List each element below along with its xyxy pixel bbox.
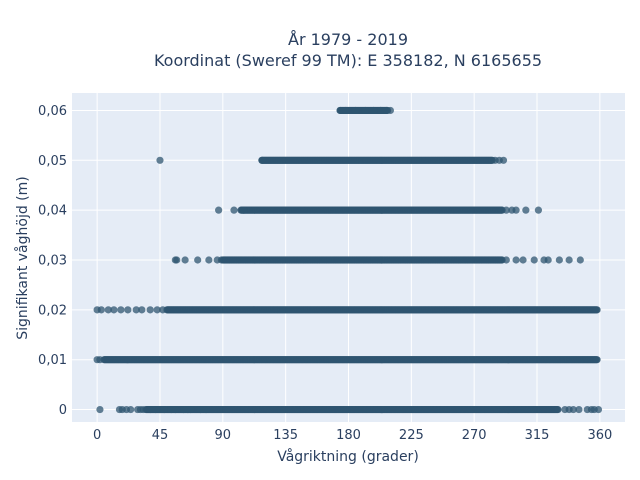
data-point bbox=[127, 405, 135, 414]
y-tick-label: 0,02 bbox=[38, 303, 67, 318]
y-tick-label: 0,03 bbox=[38, 253, 67, 268]
data-point bbox=[361, 106, 369, 115]
data-point bbox=[205, 256, 213, 264]
data-point bbox=[171, 405, 179, 414]
data-point bbox=[351, 106, 360, 115]
data-point bbox=[96, 356, 104, 364]
data-point bbox=[336, 106, 344, 115]
data-point bbox=[159, 306, 167, 314]
data-point bbox=[230, 206, 238, 214]
data-point bbox=[124, 306, 132, 314]
x-tick-label: 225 bbox=[399, 428, 424, 443]
x-tick-label: 180 bbox=[336, 428, 361, 443]
data-point bbox=[512, 206, 520, 214]
y-axis-label: Signifikant våghöjd (m) bbox=[14, 176, 31, 339]
data-point bbox=[156, 156, 164, 164]
data-point bbox=[258, 156, 266, 164]
data-point bbox=[502, 206, 510, 214]
x-tick-label: 0 bbox=[93, 428, 101, 443]
data-point bbox=[519, 256, 527, 264]
data-point bbox=[512, 256, 520, 264]
data-point bbox=[499, 156, 508, 164]
chart-title: År 1979 - 2019 bbox=[288, 30, 408, 49]
data-point bbox=[593, 306, 601, 314]
data-point bbox=[97, 306, 105, 314]
data-point bbox=[502, 256, 510, 264]
data-point bbox=[522, 206, 530, 214]
data-point bbox=[554, 405, 562, 414]
x-tick-label: 270 bbox=[462, 428, 487, 443]
data-point bbox=[139, 405, 147, 414]
data-point bbox=[240, 206, 248, 214]
data-point bbox=[117, 306, 125, 314]
x-tick-label: 135 bbox=[273, 428, 298, 443]
y-tick-label: 0,06 bbox=[38, 104, 67, 119]
data-point bbox=[196, 405, 205, 414]
data-point bbox=[160, 405, 168, 414]
data-point bbox=[146, 306, 154, 314]
data-point bbox=[146, 405, 154, 414]
data-point bbox=[565, 256, 573, 264]
data-point bbox=[138, 306, 146, 314]
data-point bbox=[104, 306, 112, 314]
y-tick-labels: 0 0,01 0,02 0,03 0,04 0,05 0,06 bbox=[38, 104, 67, 418]
data-point bbox=[555, 256, 563, 264]
data-point bbox=[342, 106, 350, 115]
x-axis-label: Vågriktning (grader) bbox=[277, 448, 419, 465]
y-tick-label: 0,01 bbox=[38, 353, 67, 368]
data-point bbox=[534, 206, 543, 214]
y-tick-label: 0,04 bbox=[38, 204, 67, 219]
data-point bbox=[217, 256, 226, 264]
data-point bbox=[569, 405, 577, 414]
data-point bbox=[202, 405, 210, 414]
data-point bbox=[181, 256, 189, 264]
data-point bbox=[96, 405, 104, 414]
data-point bbox=[194, 256, 202, 264]
data-point bbox=[544, 256, 552, 264]
data-point bbox=[576, 256, 584, 264]
data-point bbox=[215, 206, 223, 214]
x-tick-labels: 0 45 90 135 180 225 270 315 360 bbox=[93, 428, 612, 443]
data-point bbox=[132, 306, 140, 314]
data-point bbox=[594, 405, 603, 414]
data-point bbox=[370, 106, 378, 115]
y-tick-label: 0,05 bbox=[38, 154, 67, 169]
data-point bbox=[173, 256, 181, 264]
data-point bbox=[153, 306, 161, 314]
x-tick-label: 360 bbox=[587, 428, 612, 443]
data-point bbox=[386, 106, 394, 115]
data-points bbox=[93, 106, 603, 414]
data-point bbox=[593, 356, 601, 364]
y-tick-label: 0 bbox=[59, 403, 67, 418]
x-tick-label: 315 bbox=[525, 428, 550, 443]
x-tick-label: 90 bbox=[215, 428, 232, 443]
data-point bbox=[187, 405, 195, 414]
data-point bbox=[530, 256, 538, 264]
data-point bbox=[110, 306, 118, 314]
data-point bbox=[575, 405, 583, 414]
x-tick-label: 45 bbox=[152, 428, 169, 443]
chart-subtitle: Koordinat (Sweref 99 TM): E 358182, N 61… bbox=[154, 51, 542, 70]
data-point bbox=[377, 106, 385, 115]
